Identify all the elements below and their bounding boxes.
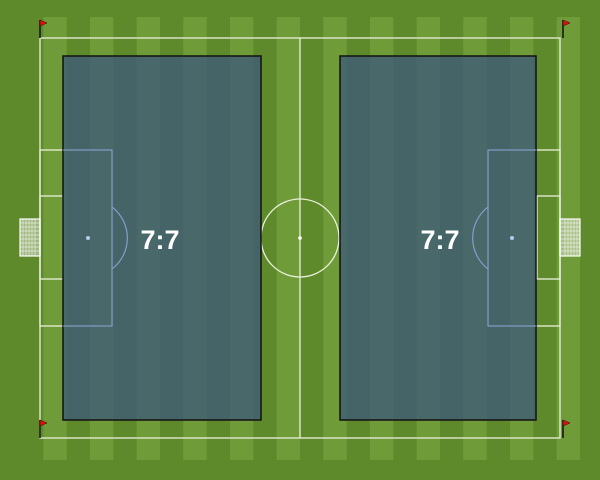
zone-right[interactable]: 7:7 [339, 55, 537, 421]
overlay-box-lines [63, 149, 536, 327]
corner-flag-icon [562, 19, 571, 38]
grass-stripe [43, 17, 67, 460]
zone-left[interactable]: 7:7 [62, 55, 262, 421]
goal-right [559, 218, 581, 257]
corner-flag-icon [39, 19, 48, 38]
corner-flag-icon [39, 419, 48, 438]
corner-flag-icon [562, 419, 571, 438]
penalty-spot-right [510, 236, 514, 240]
grass-stripe [276, 17, 300, 460]
penalty-spot-left [86, 236, 90, 240]
zone-left-label: 7:7 [140, 225, 179, 255]
goal-left [19, 218, 41, 257]
center-spot [298, 236, 302, 240]
corner-flags [39, 19, 571, 438]
zone-right-label: 7:7 [420, 225, 459, 255]
